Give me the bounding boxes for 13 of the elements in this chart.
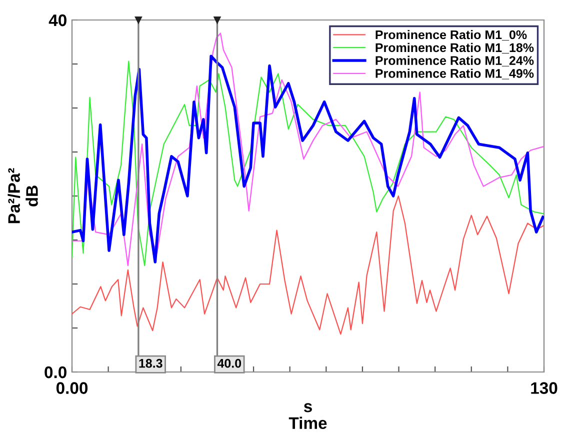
ref-line-label: 18.3 — [139, 358, 162, 368]
x-tick-label: 130 — [531, 382, 558, 394]
y-tick-label: 40 — [48, 14, 66, 26]
y-tick-label: 0.0 — [44, 366, 66, 378]
legend-label: Prominence Ratio M1_24% — [376, 56, 534, 66]
x-axis-title: s Time — [288, 403, 327, 430]
legend-label: Prominence Ratio M1_49% — [376, 68, 534, 80]
y-axis-title: Pa²/Pa² dB — [8, 168, 38, 224]
legend-label: Prominence Ratio M1_18% — [376, 42, 534, 54]
ref-line-label: 40.0 — [217, 358, 242, 368]
legend-label: Prominence Ratio M1_0% — [376, 30, 527, 41]
line-series — [72, 195, 544, 335]
x-tick-label: 0.00 — [56, 382, 88, 394]
